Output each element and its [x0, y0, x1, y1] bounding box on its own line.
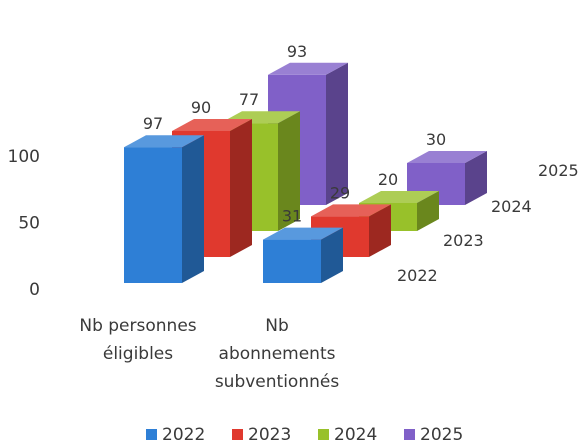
legend-swatch: [318, 429, 329, 440]
data-label: 20: [378, 170, 398, 189]
category-label: Nb personnes: [79, 316, 196, 336]
category-label: abonnements: [219, 344, 336, 364]
legend-label: 2024: [334, 425, 377, 445]
legend-swatch: [232, 429, 243, 440]
depth-label-2024: 2024: [491, 197, 532, 216]
legend-swatch: [146, 429, 157, 440]
legend-label: 2025: [420, 425, 463, 445]
data-label: 29: [330, 183, 350, 202]
data-label: 31: [282, 207, 302, 226]
data-label: 93: [287, 42, 307, 61]
category-labels: Nb personnes éligibles Nb abonnements subven…: [79, 316, 339, 392]
legend: 2022 2023 2024 2025: [146, 425, 463, 445]
legend-item-2025: 2025: [404, 425, 463, 445]
bars-layer: [124, 62, 487, 283]
legend-item-2023: 2023: [232, 425, 291, 445]
depth-label-2023: 2023: [443, 231, 484, 250]
category-label: Nb: [265, 316, 289, 336]
legend-item-2024: 2024: [318, 425, 377, 445]
data-label: 77: [239, 90, 259, 109]
bar-2025-subventionnes: [407, 151, 487, 205]
data-label: 30: [426, 130, 446, 149]
y-tick-label: 100: [8, 147, 40, 167]
legend-label: 2023: [248, 425, 291, 445]
bar-2022-eligibles: [124, 135, 204, 283]
series-depth-labels: 2022 2023 2024 2025: [397, 161, 579, 285]
data-label: 90: [191, 98, 211, 117]
legend-label: 2022: [162, 425, 205, 445]
bar-2022-subventionnes: [263, 227, 343, 283]
legend-item-2022: 2022: [146, 425, 205, 445]
depth-label-2022: 2022: [397, 266, 438, 285]
category-label: éligibles: [103, 344, 173, 364]
category-label: subventionnés: [215, 372, 340, 392]
data-labels-layer: 93 30 77 20 90 29 97 31: [143, 42, 446, 226]
y-axis-ticks: 0 50 100: [8, 147, 40, 300]
data-label: 97: [143, 114, 163, 133]
y-tick-label: 50: [18, 214, 40, 234]
legend-swatch: [404, 429, 415, 440]
depth-label-2025: 2025: [538, 161, 579, 180]
y-tick-label: 0: [29, 280, 40, 300]
